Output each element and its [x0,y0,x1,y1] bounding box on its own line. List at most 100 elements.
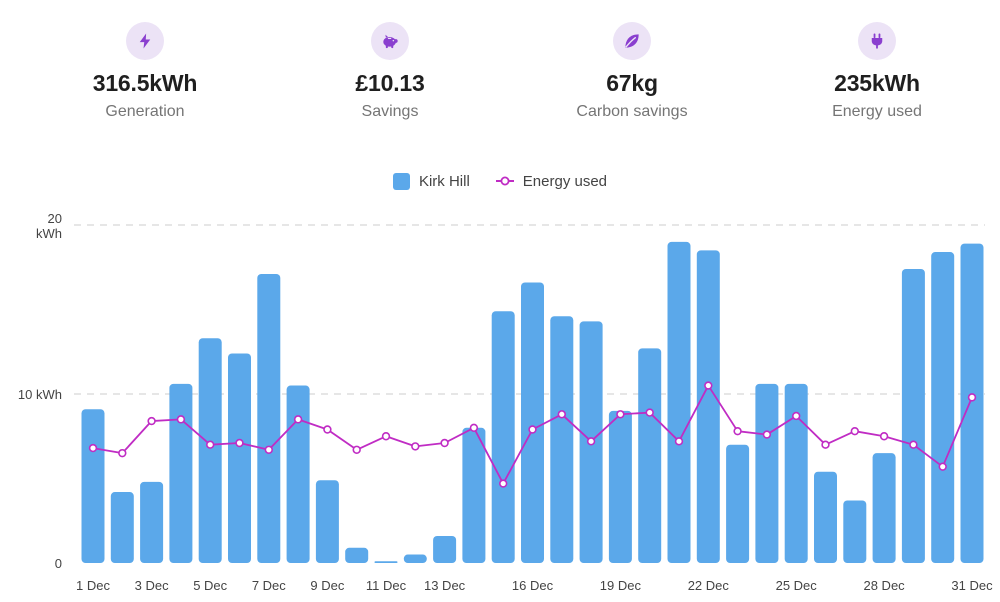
bar-29-dec[interactable] [901,268,925,563]
x-tick-label: 5 Dec [193,578,227,593]
energy-used-point[interactable] [762,430,772,439]
bar-20-dec[interactable] [638,348,662,563]
bar-26-dec[interactable] [814,471,837,563]
energy-used-point[interactable] [440,438,449,448]
x-axis: 1 Dec 3 Dec 5 Dec 7 Dec 9 Dec 11 Dec 13 Dec 16 … [76,578,993,593]
energy-used-point[interactable] [674,437,684,446]
stat-energy-used: 235kWh Energy used [777,22,977,121]
energy-used-point[interactable] [733,426,742,436]
x-tick-label: 31 Dec [951,578,993,593]
bar-10-dec[interactable] [345,547,369,563]
stats-row: 316.5kWh Generation £10.13 Savings 67kg [0,0,1000,130]
x-tick-label: 16 Dec [512,578,554,593]
bar-1-dec[interactable] [81,409,105,563]
plug-icon [858,22,896,60]
bar-28-dec[interactable] [872,453,896,563]
bar-2-dec[interactable] [110,492,134,563]
x-tick-label: 22 Dec [688,578,730,593]
energy-used-point[interactable] [88,443,98,453]
leaf-icon [613,22,651,60]
legend-item-kirk-hill[interactable]: Kirk Hill [392,172,470,190]
energy-used-point[interactable] [381,432,391,441]
bar-5-dec[interactable] [198,338,222,563]
energy-used-point[interactable] [850,426,859,436]
legend-item-energy-used[interactable]: Energy used [495,172,608,190]
energy-used-point[interactable] [118,448,127,458]
stat-value: 316.5kWh [92,70,198,96]
bar-4-dec[interactable] [169,383,193,563]
bar-3-dec[interactable] [140,481,164,563]
y-tick-label: 10 kWh [18,387,62,402]
energy-used-point[interactable] [616,410,625,419]
x-tick-label: 7 Dec [252,578,286,593]
bar-30-dec[interactable] [931,252,955,564]
energy-used-point[interactable] [909,440,918,449]
energy-used-point[interactable] [645,408,654,417]
bar-11-dec[interactable] [374,561,398,563]
bar-23-dec[interactable] [726,444,750,563]
bar-12-dec[interactable] [403,554,427,563]
legend-label: Kirk Hill [418,172,470,190]
x-tick-label: 3 Dec [135,578,169,593]
stat-value: £10.13 [355,70,425,96]
stat-value: 67kg [606,70,658,96]
stat-label: Energy used [832,103,922,120]
x-tick-label: 1 Dec [76,578,110,593]
energy-used-point[interactable] [821,440,830,449]
energy-used-point[interactable] [879,432,889,441]
energy-used-point[interactable] [293,415,303,424]
energy-used-point[interactable] [469,423,479,432]
energy-used-point[interactable] [967,393,977,402]
stat-savings: £10.13 Savings [290,22,490,121]
stat-carbon: 67kg Carbon savings [532,22,732,121]
bar-16-dec[interactable] [521,282,544,563]
energy-used-point[interactable] [323,425,332,434]
energy-used-point[interactable] [176,415,186,424]
bar-31-dec[interactable] [960,243,984,563]
y-unit-label: kWh [36,226,62,241]
bar-27-dec[interactable] [843,500,867,563]
line-swatch-icon [495,176,514,186]
x-tick-label: 25 Dec [776,578,818,593]
energy-used-point[interactable] [147,416,156,426]
bar-8-dec[interactable] [286,385,310,563]
line-series [88,381,977,488]
piggy-bank-icon [371,22,409,60]
bar-6-dec[interactable] [228,353,251,563]
bar-22-dec[interactable] [696,250,720,563]
y-tick-label: 20 [48,211,62,226]
energy-used-point[interactable] [499,479,508,488]
x-tick-label: 11 Dec [366,578,407,593]
bar-15-dec[interactable] [491,311,515,563]
y-tick-label: 0 [55,556,62,571]
energy-used-point[interactable] [528,425,537,434]
energy-used-point[interactable] [206,440,215,449]
chart-legend: Kirk Hill Energy used [0,170,1000,192]
stat-label: Generation [105,103,185,120]
energy-used-point[interactable] [704,381,713,390]
energy-used-point[interactable] [586,437,596,446]
energy-used-point[interactable] [411,442,420,451]
bar-7-dec[interactable] [257,274,281,563]
bar-21-dec[interactable] [667,241,691,563]
energy-used-point[interactable] [791,411,801,421]
bar-25-dec[interactable] [784,383,808,563]
energy-used-point[interactable] [235,438,244,448]
bar-14-dec[interactable] [462,427,486,563]
energy-used-point[interactable] [557,410,566,419]
bar-17-dec[interactable] [550,316,574,563]
energy-used-point[interactable] [938,462,947,471]
x-tick-label: 13 Dec [424,578,466,593]
bar-24-dec[interactable] [755,383,779,563]
legend-label: Energy used [522,172,608,190]
x-tick-label: 28 Dec [863,578,905,593]
bar-19-dec[interactable] [608,410,632,563]
energy-used-point[interactable] [264,445,273,454]
bar-13-dec[interactable] [433,535,457,563]
bar-9-dec[interactable] [315,480,339,563]
lightning-icon [126,22,164,60]
energy-used-point[interactable] [352,445,361,454]
stat-label: Savings [361,103,419,120]
